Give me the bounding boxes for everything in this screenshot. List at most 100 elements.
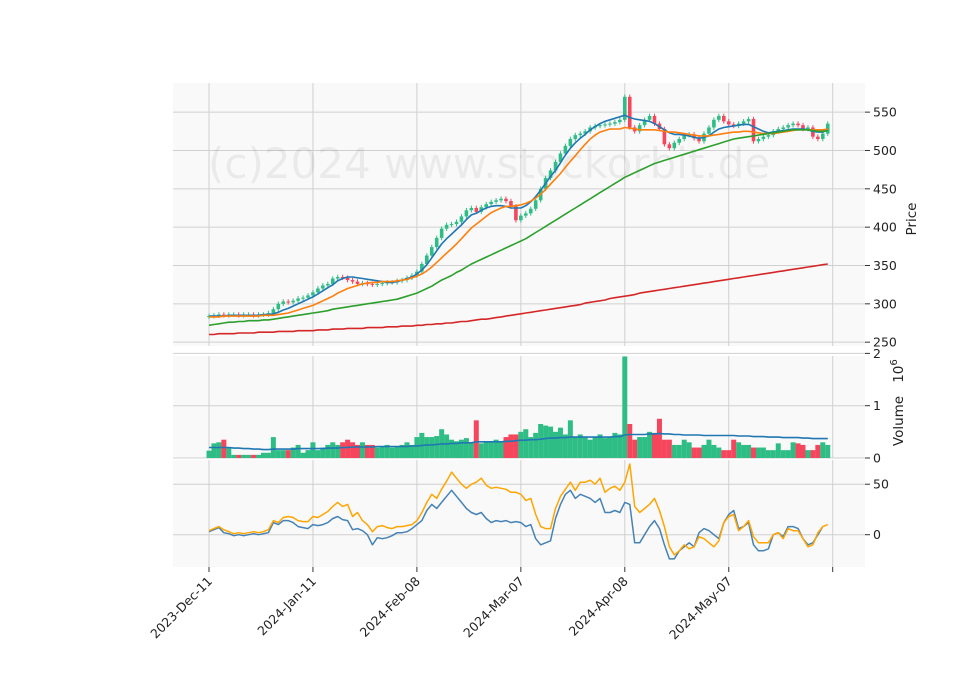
volume-bar <box>503 437 509 458</box>
volume-bar <box>602 438 608 458</box>
volume-bar <box>751 447 756 458</box>
volume-bar <box>251 454 257 458</box>
price-tick-label: 350 <box>873 258 897 273</box>
volume-bar <box>389 447 395 458</box>
volume-bar <box>572 437 578 458</box>
volume-bar <box>721 450 727 458</box>
candle-body <box>603 124 607 126</box>
volume-bar <box>226 447 232 458</box>
candle-body <box>578 133 583 136</box>
volume-bar <box>825 444 831 458</box>
volume-exponent-text: 106 <box>889 359 907 383</box>
candle-body <box>553 161 558 171</box>
volume-bar <box>755 447 761 458</box>
volume-bar <box>785 450 791 458</box>
volume-bar <box>528 437 534 458</box>
candle-body <box>350 280 355 282</box>
volume-bar <box>587 439 593 458</box>
candle-body <box>776 129 781 132</box>
volume-bar <box>765 450 771 458</box>
volume-bar <box>701 444 707 458</box>
volume-bar <box>424 437 430 458</box>
candle-body <box>469 207 474 211</box>
volume-bar <box>800 444 806 458</box>
volume-bar <box>686 442 692 458</box>
volume-bar <box>265 452 271 458</box>
volume-bar <box>676 444 682 458</box>
x-tick-label: 2024-Apr-08 <box>566 573 631 638</box>
x-tick-label: 2024-Jan-11 <box>254 574 319 639</box>
candle-body <box>825 123 830 134</box>
candle-body <box>791 123 795 126</box>
candle-body <box>568 138 573 146</box>
volume-bar <box>468 442 474 458</box>
oscillator-line-2 <box>208 463 829 556</box>
candle-body <box>439 228 444 238</box>
volume-bar <box>359 442 365 458</box>
candle-body <box>340 276 345 278</box>
price-moving-average-3 <box>208 129 828 327</box>
volume-bar <box>399 444 405 458</box>
volume-bar <box>404 442 410 458</box>
volume-bar <box>280 450 286 458</box>
candle-body <box>598 125 602 127</box>
volume-bar <box>820 442 826 458</box>
volume-bar <box>206 450 212 458</box>
volume-bar <box>607 437 613 458</box>
candle-body <box>528 208 533 214</box>
candle-body <box>459 216 464 222</box>
candle-body <box>345 277 350 281</box>
candle-body <box>642 119 647 126</box>
volume-tick-label: 0 <box>873 451 881 466</box>
volume-bar <box>661 439 667 458</box>
candle-body <box>652 115 657 124</box>
candle-body <box>271 309 276 314</box>
volume-bar <box>216 442 222 458</box>
candle-body <box>712 119 716 128</box>
volume-bar <box>810 450 816 458</box>
candle-body <box>806 127 810 130</box>
volume-bar <box>260 452 266 458</box>
candle-body <box>647 115 652 120</box>
candle-body <box>821 133 825 139</box>
volume-bar <box>652 432 657 458</box>
volume-bar <box>449 439 455 458</box>
volume-bar <box>508 434 514 458</box>
candle-body <box>548 170 553 179</box>
volume-bar <box>647 431 653 458</box>
price-moving-average-1 <box>209 114 829 317</box>
volume-bar <box>746 444 752 458</box>
volume-bar <box>567 420 573 458</box>
volume-bar <box>513 434 519 458</box>
volume-bar <box>622 356 628 458</box>
volume-exponent-label: 106 <box>889 359 907 383</box>
volume-bar <box>790 442 796 458</box>
volume-bar <box>736 442 742 458</box>
volume-bar <box>617 434 623 458</box>
candle-body <box>524 213 528 216</box>
volume-bar <box>290 447 296 458</box>
candle-body <box>623 96 627 120</box>
volume-bar <box>409 444 415 458</box>
volume-bar <box>726 450 732 458</box>
volume-bar <box>434 436 440 458</box>
price-axis-title: Price <box>904 203 920 236</box>
candle-body <box>454 221 459 225</box>
volume-bar <box>256 454 261 458</box>
candle-body <box>509 201 513 207</box>
candle-body <box>662 129 667 145</box>
candle-body <box>330 278 335 284</box>
candle-body <box>816 136 820 139</box>
candle-body <box>425 255 429 264</box>
volume-axis-title: Volume <box>891 396 907 446</box>
candle-body <box>355 281 360 284</box>
volume-bar <box>642 437 648 458</box>
candle-body <box>286 301 290 303</box>
candle-body <box>707 127 711 134</box>
candle-body <box>281 301 286 304</box>
volume-bar <box>716 447 722 458</box>
volume-bar <box>350 442 356 458</box>
candle-body <box>697 138 701 142</box>
volume-bar <box>706 439 712 458</box>
candle-body <box>434 237 439 248</box>
